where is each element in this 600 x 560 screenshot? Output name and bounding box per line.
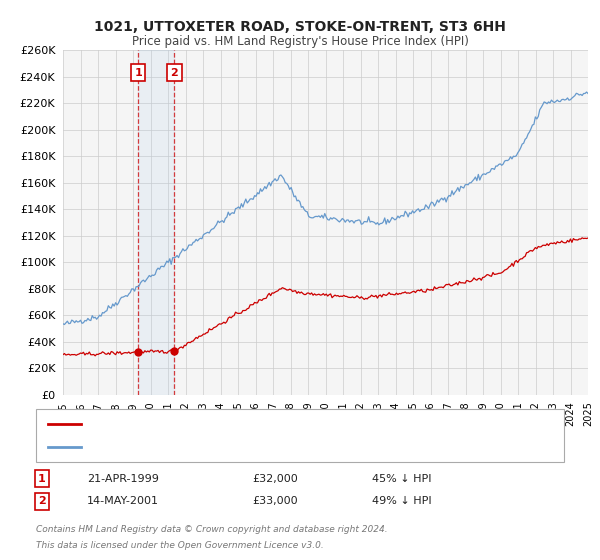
- Text: 2: 2: [38, 496, 46, 506]
- Text: Price paid vs. HM Land Registry's House Price Index (HPI): Price paid vs. HM Land Registry's House …: [131, 35, 469, 48]
- Text: 45% ↓ HPI: 45% ↓ HPI: [372, 474, 431, 484]
- Text: 1: 1: [134, 68, 142, 78]
- Text: 2: 2: [170, 68, 178, 78]
- Text: 1: 1: [38, 474, 46, 484]
- Text: 1021, UTTOXETER ROAD, STOKE-ON-TRENT, ST3 6HH: 1021, UTTOXETER ROAD, STOKE-ON-TRENT, ST…: [94, 20, 506, 34]
- Text: HPI: Average price, detached house, Stoke-on-Trent: HPI: Average price, detached house, Stok…: [87, 442, 368, 452]
- Text: 49% ↓ HPI: 49% ↓ HPI: [372, 496, 431, 506]
- Bar: [138, 50, 175, 395]
- Text: £32,000: £32,000: [252, 474, 298, 484]
- Text: 21-APR-1999: 21-APR-1999: [87, 474, 159, 484]
- Text: Contains HM Land Registry data © Crown copyright and database right 2024.: Contains HM Land Registry data © Crown c…: [36, 525, 388, 534]
- Text: £33,000: £33,000: [252, 496, 298, 506]
- Text: 14-MAY-2001: 14-MAY-2001: [87, 496, 159, 506]
- Text: 1021, UTTOXETER ROAD, STOKE-ON-TRENT, ST3 6HH (detached house): 1021, UTTOXETER ROAD, STOKE-ON-TRENT, ST…: [87, 419, 478, 429]
- Text: This data is licensed under the Open Government Licence v3.0.: This data is licensed under the Open Gov…: [36, 542, 324, 550]
